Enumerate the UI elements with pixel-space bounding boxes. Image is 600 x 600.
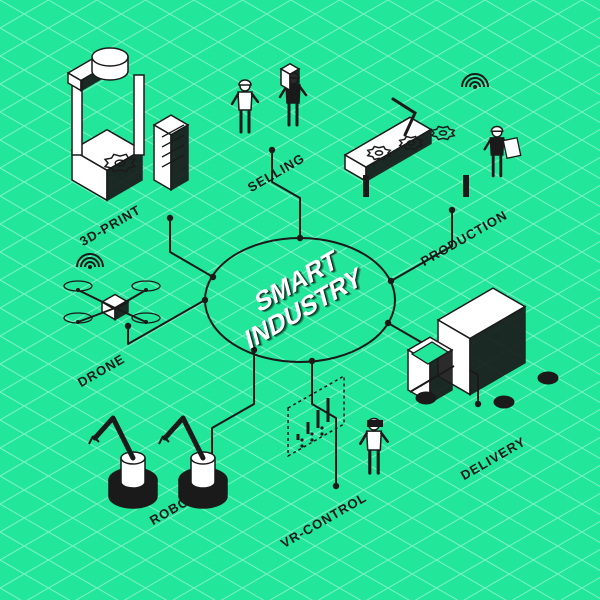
- delivery-icon: [408, 288, 558, 408]
- wifi-icon-1: [462, 74, 488, 89]
- connectors: [125, 147, 481, 489]
- drone-icon: [64, 281, 160, 324]
- 3d-print-icon: [68, 48, 188, 200]
- connector-3d-print: [170, 218, 213, 277]
- infographic-stage: SMARTINDUSTRY3D-PRINTSELLINGPRODUCTIONDR…: [0, 0, 600, 600]
- hub-ellipse: [205, 238, 395, 362]
- robots-icon: [89, 418, 227, 508]
- selling-icon: [232, 64, 306, 132]
- svg-layer: [0, 0, 600, 600]
- connector-selling: [272, 150, 300, 238]
